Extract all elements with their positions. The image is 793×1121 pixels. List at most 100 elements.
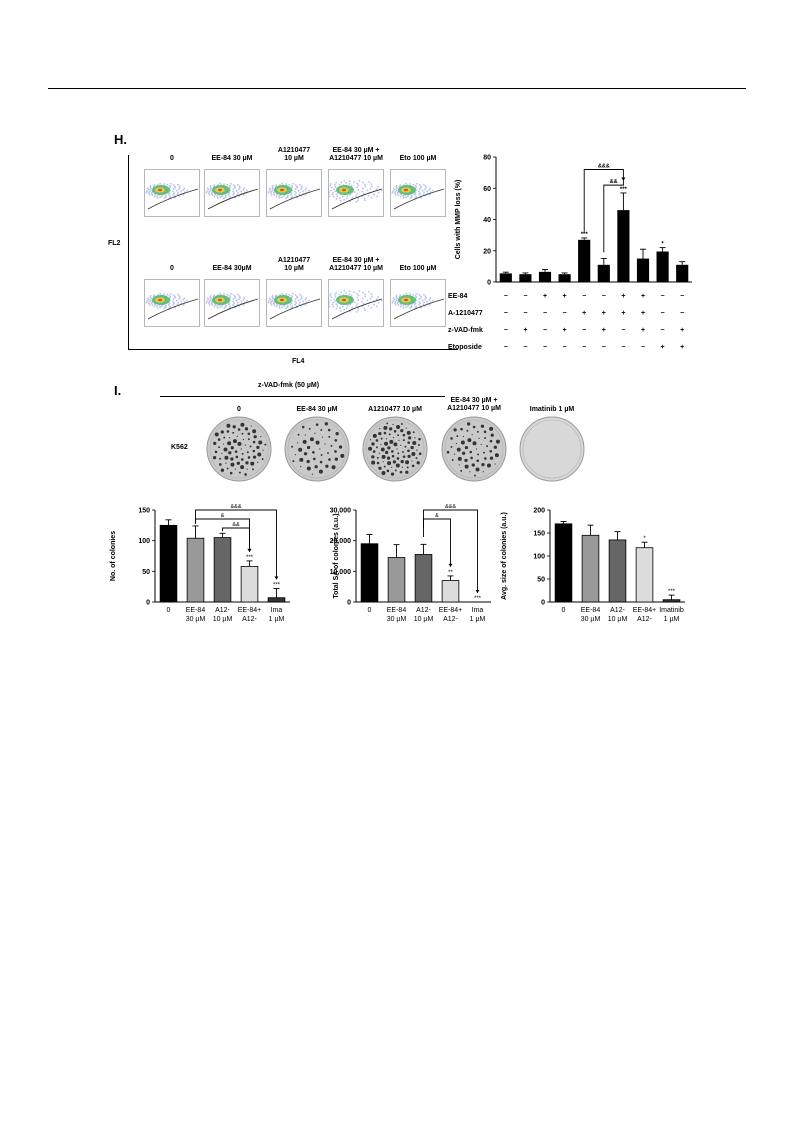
treatment-sign: −: [661, 327, 665, 334]
treatment-sign: −: [621, 344, 625, 351]
y-tick-label: 0: [146, 600, 150, 607]
significance-label: *: [661, 242, 664, 248]
x-tick-label: 0: [562, 607, 566, 614]
treatment-sign: +: [680, 344, 684, 351]
bar: [597, 264, 610, 282]
bar: [387, 557, 406, 603]
treatment-sign: −: [504, 327, 508, 334]
bracket-label: &: [435, 513, 439, 519]
colony-dish: [441, 416, 507, 482]
bracket-label: &&&: [230, 504, 241, 510]
y-tick-label: 0: [541, 600, 545, 607]
bar: [213, 537, 232, 603]
x-tick-label: EE-84+: [238, 607, 262, 614]
treatment-sign: −: [504, 310, 508, 317]
treatment-row-label: z-VAD-fmk: [448, 327, 483, 334]
bar: [519, 274, 532, 282]
bar: [635, 547, 654, 603]
treatment-sign: +: [621, 293, 625, 300]
flow-x-axis-label: FL4: [292, 358, 305, 365]
y-tick-label: 20: [483, 248, 491, 255]
flow-density-plot: [328, 279, 384, 327]
treatment-sign: +: [661, 344, 665, 351]
flow-density-plot: [144, 279, 200, 327]
x-tick-label: 30 µM: [581, 616, 601, 623]
x-tick-label: 0: [167, 607, 171, 614]
header-rule: [48, 88, 746, 89]
bracket-label: &&: [232, 522, 240, 528]
zvad-label: z-VAD-fmk (50 µM): [258, 382, 320, 389]
x-tick-label: 10 µM: [414, 616, 434, 623]
bar: [554, 523, 573, 603]
treatment-sign: −: [523, 344, 527, 351]
bar: [360, 543, 379, 603]
treatment-sign: −: [563, 344, 567, 351]
treatment-sign: −: [661, 310, 665, 317]
treatment-sign: −: [582, 293, 586, 300]
dish-title-0: 0: [237, 406, 241, 413]
treatment-sign: +: [563, 327, 567, 334]
flow-title-top-1: EE-84 30 µM: [211, 155, 253, 162]
treatment-sign: −: [563, 310, 567, 317]
dish-title-4: Imatinib 1 µM: [529, 406, 575, 413]
bar: [499, 273, 512, 282]
treatment-sign: +: [582, 310, 586, 317]
treatment-sign: −: [680, 293, 684, 300]
treatment-sign: −: [523, 310, 527, 317]
treatment-sign: +: [641, 293, 645, 300]
significance-label: ***: [620, 187, 628, 193]
x-tick-label: Imatinib: [659, 607, 684, 614]
bracket-arrow: [448, 563, 453, 567]
flow-title-top-3: EE-84 30 µM + A1210477 10 µM: [329, 147, 383, 162]
treatment-sign: +: [543, 293, 547, 300]
flow-density-plot: [390, 279, 446, 327]
x-tick-label: EE-84+: [633, 607, 657, 614]
treatment-sign: +: [602, 327, 606, 334]
flow-title-bottom-1: EE-84 30µM: [212, 265, 252, 272]
bracket-label: &&&: [445, 504, 456, 510]
flow-y-axis-label: FL2: [108, 240, 121, 247]
bar: [186, 537, 205, 603]
bracket-label: &: [221, 513, 225, 519]
treatment-sign: −: [582, 344, 586, 351]
flow-cytometry-panel: z-VAD-fmk (50 µM) 0 EE-84 30 µM A1210477 10…: [128, 145, 458, 397]
significance-bracket: [423, 518, 451, 567]
y-axis-label: Cells with MMP loss (%): [455, 180, 462, 260]
treatment-sign: +: [641, 327, 645, 334]
x-tick-label: A12-: [242, 616, 257, 623]
treatment-sign: −: [543, 310, 547, 317]
treatment-sign: −: [543, 344, 547, 351]
flow-title-bottom-4: Eto 100 µM: [399, 265, 437, 272]
significance-bracket: [222, 527, 250, 552]
x-tick-label: 30 µM: [186, 616, 206, 623]
colony-size-chart: 0 50 100 150 200 Avg. size of colonies (a.u.)…: [501, 508, 685, 623]
bar: [662, 599, 681, 603]
y-tick-label: 50: [142, 569, 150, 576]
treatment-sign: −: [621, 327, 625, 334]
y-tick-label: 20,000: [330, 538, 351, 545]
bar: [656, 251, 669, 282]
x-tick-label: 1 µM: [269, 616, 285, 623]
bar: [636, 258, 650, 282]
flow-density-plot: [204, 169, 260, 217]
treatment-row-label: Etoposide: [448, 344, 482, 351]
treatment-sign: +: [680, 327, 684, 334]
flow-title-bottom-3: EE-84 30 µM + A1210477 10 µM: [329, 257, 383, 272]
dish-title-3: EE-84 30 µM + A1210477 10 µM: [447, 397, 501, 412]
treatment-row-label: A-1210477: [448, 310, 483, 317]
treatment-sign: −: [523, 293, 527, 300]
bracket-arrow: [621, 177, 626, 181]
y-tick-label: 100: [533, 554, 545, 561]
bar: [240, 566, 259, 603]
flow-title-bottom-2: A1210477 10 µM: [277, 257, 311, 272]
treatment-sign: −: [504, 344, 508, 351]
y-axis-label: Total SA of colonies (a.u.): [333, 513, 340, 598]
flow-density-plot: [204, 279, 260, 327]
bracket-arrow: [247, 548, 252, 552]
dish-title-1: EE-84 30 µM: [296, 406, 338, 413]
y-tick-label: 0: [347, 600, 351, 607]
bar: [538, 271, 552, 282]
x-tick-label: A12-: [416, 607, 431, 614]
treatment-sign: −: [602, 344, 606, 351]
treatment-sign: −: [543, 327, 547, 334]
